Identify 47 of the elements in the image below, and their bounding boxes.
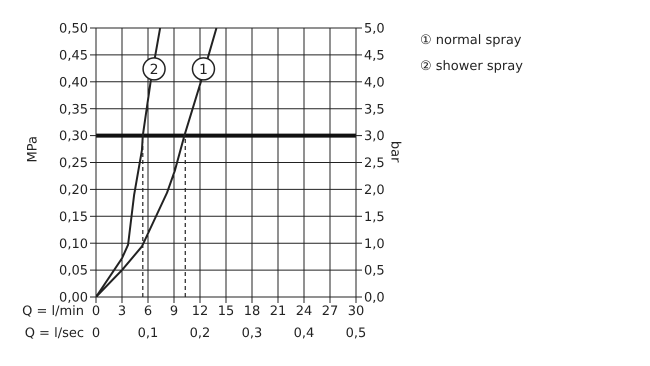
y-tick-label: 0,05 [59,264,88,279]
x-tick-label: 9 [170,304,178,319]
y2-axis-title: bar [387,140,402,164]
text: ② shower spray [420,58,523,76]
x2-tick-label: 0,5 [344,326,368,341]
x2-tick-label: 0,4 [292,326,316,341]
y-tick-label: 0,50 [59,22,88,37]
x-tick-label: 15 [218,304,234,319]
x-tick-label: 6 [142,304,154,319]
x-axis-title: Q = l/min [21,304,84,319]
y-axis-title: MPa [26,136,41,162]
y2-tick-label: 4,0 [364,75,385,90]
x-tick-label: 3 [116,304,128,319]
x2-tick-label: 0 [92,326,100,341]
x2-tick-label: 0,1 [136,326,160,341]
y2-tick-label: 0,5 [364,264,385,279]
y-tick-label: 0,20 [59,183,88,198]
y-tick-label: 0,10 [59,236,88,252]
x2-tick-label: 0,2 [188,326,212,341]
x-tick-label: 18 [244,304,260,319]
y-tick-label: 0,40 [59,75,88,90]
y2-tick-label: 5,0 [364,22,385,37]
y-tick-label: 0,35 [59,102,88,118]
y2-tick-label: 2,0 [364,183,385,198]
y-tick-label: 0,15 [59,210,88,225]
y2-tick-label: 2,5 [364,156,385,172]
x-tick-label: 12 [192,304,208,319]
y-tick-label: 0,25 [59,156,88,172]
x-tick-label: 30 [348,304,364,319]
y2-tick-label: 1,5 [364,210,385,225]
text: ① normal spray [420,32,522,50]
x2-axis-title: Q = l/sec [24,326,84,341]
annotation: 1 [199,62,208,78]
y-tick-label: 0,00 [59,290,88,306]
y2-tick-label: 4,5 [364,48,385,64]
y-tick-label: 0,30 [59,129,88,144]
annotation: 2 [150,62,159,78]
y2-tick-label: 1,0 [364,236,385,252]
x-tick-label: 27 [322,304,338,319]
y2-tick-label: 0,0 [364,290,385,306]
x2-tick-label: 0,3 [240,326,264,341]
y2-tick-label: 3,0 [364,129,385,144]
x-tick-label: 24 [296,304,312,319]
y-tick-label: 0,45 [59,48,88,64]
x-tick-label: 0 [92,304,100,319]
x-tick-label: 21 [270,304,286,319]
y2-tick-label: 3,5 [364,102,385,118]
